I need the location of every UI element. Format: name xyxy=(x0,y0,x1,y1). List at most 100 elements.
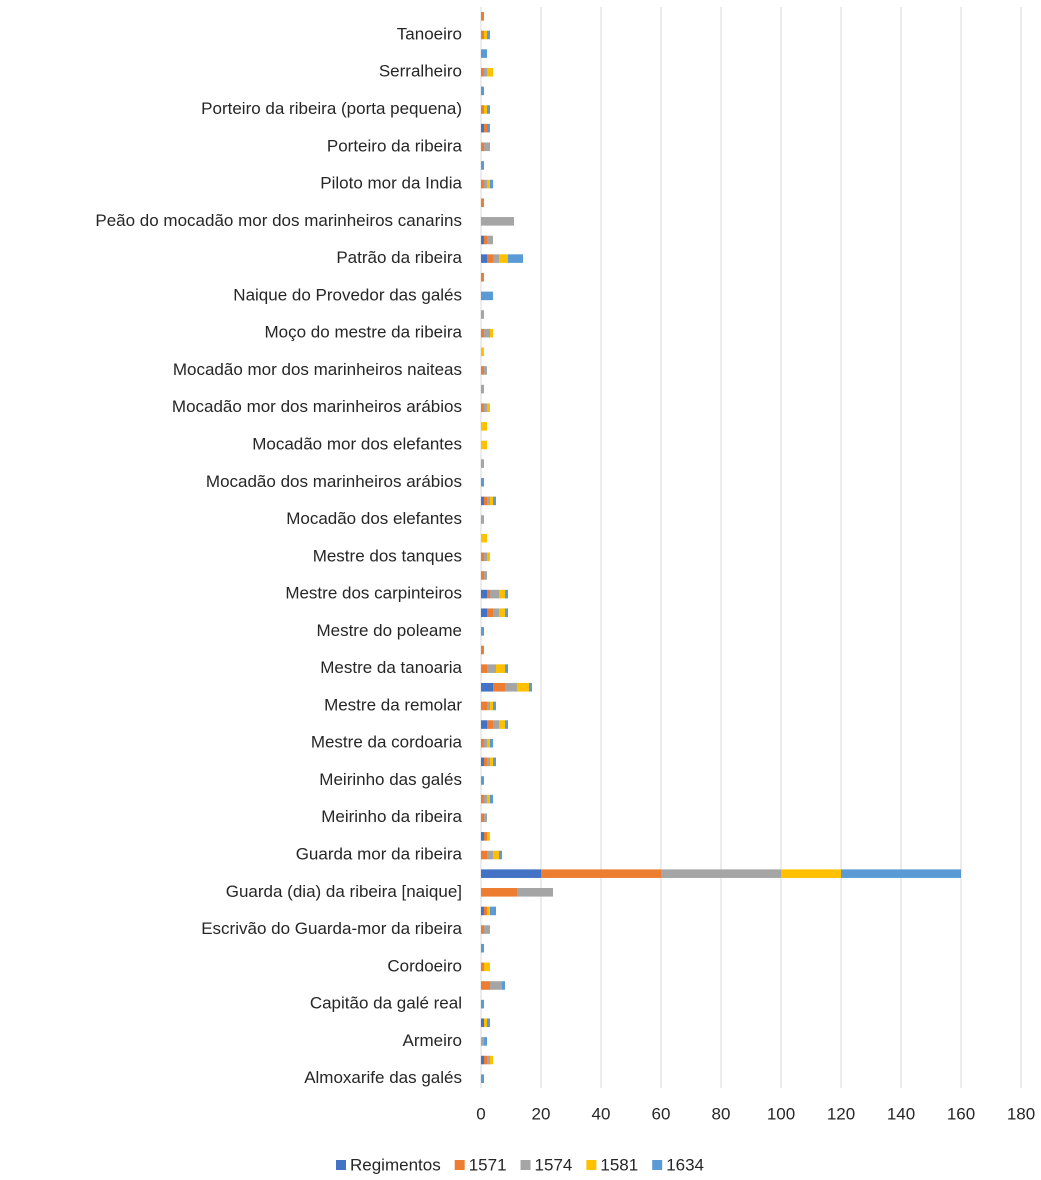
bar-segment xyxy=(490,794,493,804)
bar-segment xyxy=(481,49,487,58)
bar-segment xyxy=(484,67,487,77)
bar-segment xyxy=(481,86,484,96)
bar-segment xyxy=(841,869,961,878)
y-tick-label: Meirinho da ribeira xyxy=(321,807,462,826)
legend-label: 1571 xyxy=(469,1155,507,1174)
bar-segment xyxy=(499,850,502,860)
bar-segment xyxy=(481,533,487,543)
y-tick-label: Peão do mocadão mor dos marinheiros cana… xyxy=(95,211,462,230)
bar-segment xyxy=(481,608,487,618)
x-tick-label: 160 xyxy=(947,1104,975,1123)
bar-segment xyxy=(481,720,487,729)
legend-label: 1581 xyxy=(600,1155,638,1174)
x-tick-label: 80 xyxy=(712,1104,731,1123)
legend-swatch xyxy=(520,1160,531,1170)
x-tick-label: 0 xyxy=(476,1104,485,1123)
bar-segment xyxy=(484,738,487,748)
x-tick-label: 100 xyxy=(767,1104,795,1123)
bar-segment xyxy=(487,757,490,767)
bar-segment xyxy=(481,1074,484,1083)
bar-segment xyxy=(481,813,484,823)
bar-segment xyxy=(481,142,484,152)
bar-segment xyxy=(481,496,484,506)
bar-segment xyxy=(481,925,484,934)
bar-segment xyxy=(487,403,490,413)
bar-segment xyxy=(487,1018,490,1028)
y-tick-label: Capitão da galé real xyxy=(310,994,462,1013)
bar-segment xyxy=(484,1018,487,1028)
bar-segment xyxy=(484,1055,487,1065)
bar-segment xyxy=(493,757,496,767)
bar-segment xyxy=(499,720,505,729)
bar-segment xyxy=(481,682,493,692)
bar-segment xyxy=(481,627,484,636)
bar-segment xyxy=(481,776,484,785)
y-tick-label: Piloto mor da India xyxy=(320,174,462,193)
bar-segment xyxy=(481,1037,484,1046)
bar-segment xyxy=(490,1055,493,1065)
bar-segment xyxy=(481,477,484,487)
legend-swatch xyxy=(652,1160,663,1170)
bar-segment xyxy=(484,235,487,245)
bar-segment xyxy=(481,943,484,953)
bar-segment xyxy=(487,906,490,916)
bar-segment xyxy=(481,12,484,21)
bar-segment xyxy=(481,906,484,916)
bar-segment xyxy=(487,235,493,245)
x-tick-label: 120 xyxy=(827,1104,855,1123)
bar-segment xyxy=(481,1018,484,1028)
y-tick-label: Mocadão dos elefantes xyxy=(286,509,462,528)
bar-segment xyxy=(487,179,490,189)
bar-segment xyxy=(493,850,499,860)
bar-segment xyxy=(490,738,493,748)
bar-segment xyxy=(481,384,484,394)
bar-segment xyxy=(484,552,487,562)
y-tick-label: Mestre do poleame xyxy=(316,621,462,640)
y-tick-label: Mestre da remolar xyxy=(324,695,462,714)
bar-segment xyxy=(481,589,487,599)
bar-segment xyxy=(481,198,484,207)
bar-segment xyxy=(481,291,493,301)
y-tick-label: Meirinho das galés xyxy=(319,770,462,789)
bar-segment xyxy=(481,422,487,431)
bar-segment xyxy=(541,869,661,878)
bar-segment xyxy=(481,850,487,860)
bar-segment xyxy=(484,179,487,189)
y-tick-label: Armeiro xyxy=(402,1031,462,1050)
bar-segment xyxy=(493,720,499,729)
y-tick-label: Mocadão mor dos marinheiros naiteas xyxy=(173,360,462,379)
bar-segment xyxy=(493,682,505,692)
bar-segment xyxy=(517,888,553,897)
bar-segment xyxy=(481,794,484,804)
bar-segment xyxy=(481,328,484,338)
bar-segment xyxy=(490,179,493,189)
bar-segment xyxy=(487,794,490,804)
bar-segment xyxy=(481,999,484,1009)
y-tick-label: Mestre dos tanques xyxy=(313,546,462,565)
bar-segment xyxy=(481,179,484,189)
bar-segment xyxy=(499,254,508,263)
bar-segment xyxy=(481,123,484,133)
legend-label: Regimentos xyxy=(350,1155,441,1174)
bar-segment xyxy=(499,589,505,599)
bar-segment xyxy=(481,30,484,40)
bar-segment xyxy=(484,1037,487,1046)
bar-segment xyxy=(505,589,508,599)
bar-segment xyxy=(487,67,493,77)
bar-segment xyxy=(487,850,493,860)
legend-label: 1634 xyxy=(666,1155,704,1174)
bar-segment xyxy=(487,552,490,562)
legend-swatch xyxy=(454,1160,465,1170)
bar-segment xyxy=(484,757,487,767)
bar-segment xyxy=(517,682,529,692)
bar-segment xyxy=(481,272,484,282)
y-tick-label: Mestre da tanoaria xyxy=(320,658,462,677)
bar-segment xyxy=(484,123,487,133)
bar-segment xyxy=(481,459,484,468)
bar-segment xyxy=(505,682,517,692)
bar-segment xyxy=(484,496,487,506)
bar-segment xyxy=(484,105,487,114)
x-tick-label: 180 xyxy=(1007,1104,1035,1123)
bar-segment xyxy=(484,366,487,375)
bar-segment xyxy=(484,832,487,841)
